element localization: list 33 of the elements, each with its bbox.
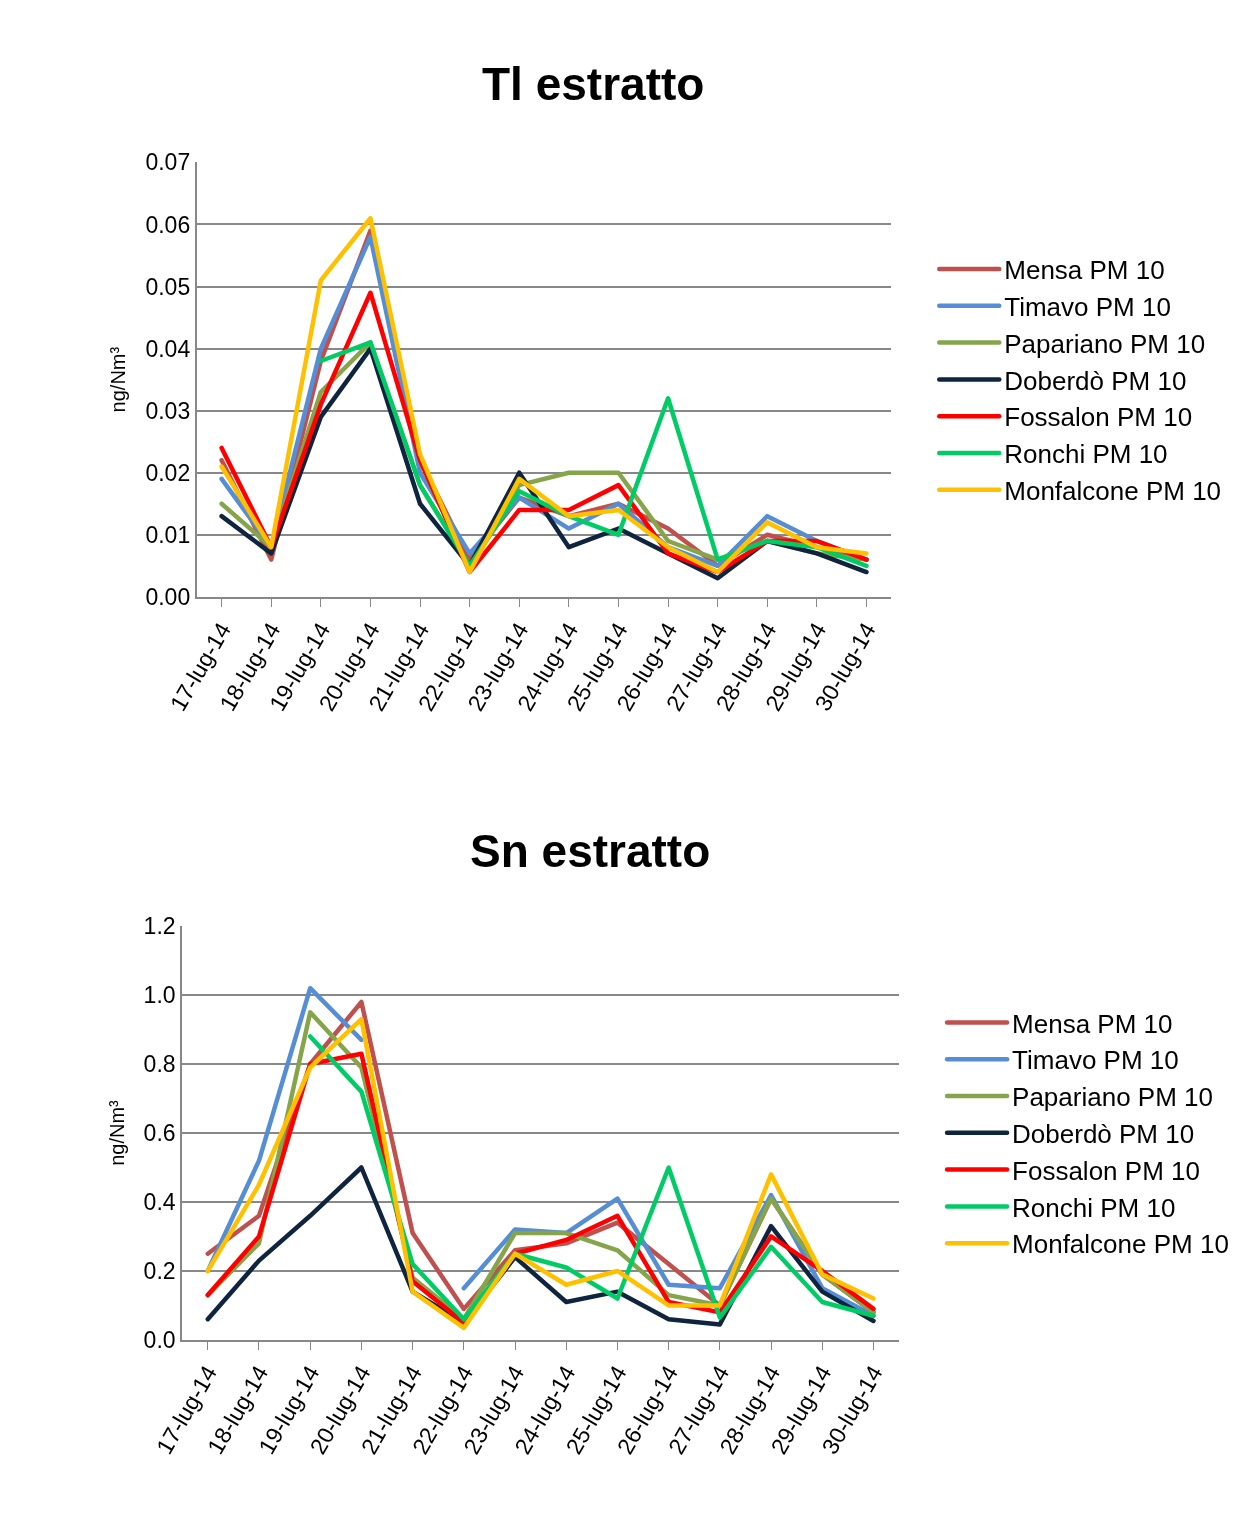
y-tick-label: 0.0 (143, 1326, 176, 1353)
legend-label: Ronchi PM 10 (1004, 439, 1168, 470)
chart-title: Tl estratto (482, 58, 705, 110)
legend-label: Papariano PM 10 (1012, 1082, 1213, 1113)
y-axis-title: ng/Nm³ (105, 1099, 128, 1166)
legend-label: Timavo PM 10 (1004, 291, 1171, 322)
legend-label: Ronchi PM 10 (1012, 1192, 1176, 1223)
y-tick-label: 0.05 (145, 273, 191, 300)
legend-label: Doberdò PM 10 (1004, 365, 1187, 396)
y-tick-label: 0.00 (145, 583, 191, 610)
legend-label: Papariano PM 10 (1004, 328, 1206, 359)
y-tick-label: 1.0 (143, 982, 176, 1009)
legend-label: Timavo PM 10 (1012, 1045, 1179, 1076)
y-tick-label: 0.8 (143, 1051, 176, 1078)
y-axis-title: ng/Nm³ (107, 346, 130, 413)
y-tick-label: 0.6 (143, 1120, 176, 1147)
y-tick-label: 0.07 (145, 149, 191, 176)
y-tick-label: 0.04 (145, 335, 191, 362)
legend-label: Fossalon PM 10 (1012, 1155, 1200, 1186)
y-tick-label: 0.2 (143, 1258, 176, 1285)
y-tick-label: 0.01 (145, 521, 191, 548)
y-tick-label: 0.02 (145, 459, 191, 486)
legend-label: Doberdò PM 10 (1012, 1118, 1195, 1149)
legend-label: Mensa PM 10 (1004, 255, 1165, 286)
y-tick-label: 0.03 (145, 397, 191, 424)
chart-title: Sn estratto (470, 825, 711, 877)
y-tick-label: 1.2 (143, 913, 176, 940)
legend-label: Mensa PM 10 (1012, 1008, 1173, 1039)
legend-label: Monfalcone PM 10 (1012, 1229, 1229, 1260)
y-tick-label: 0.4 (143, 1189, 176, 1216)
legend-label: Fossalon PM 10 (1004, 402, 1193, 433)
legend-label: Monfalcone PM 10 (1004, 475, 1222, 506)
y-tick-label: 0.06 (145, 211, 191, 238)
